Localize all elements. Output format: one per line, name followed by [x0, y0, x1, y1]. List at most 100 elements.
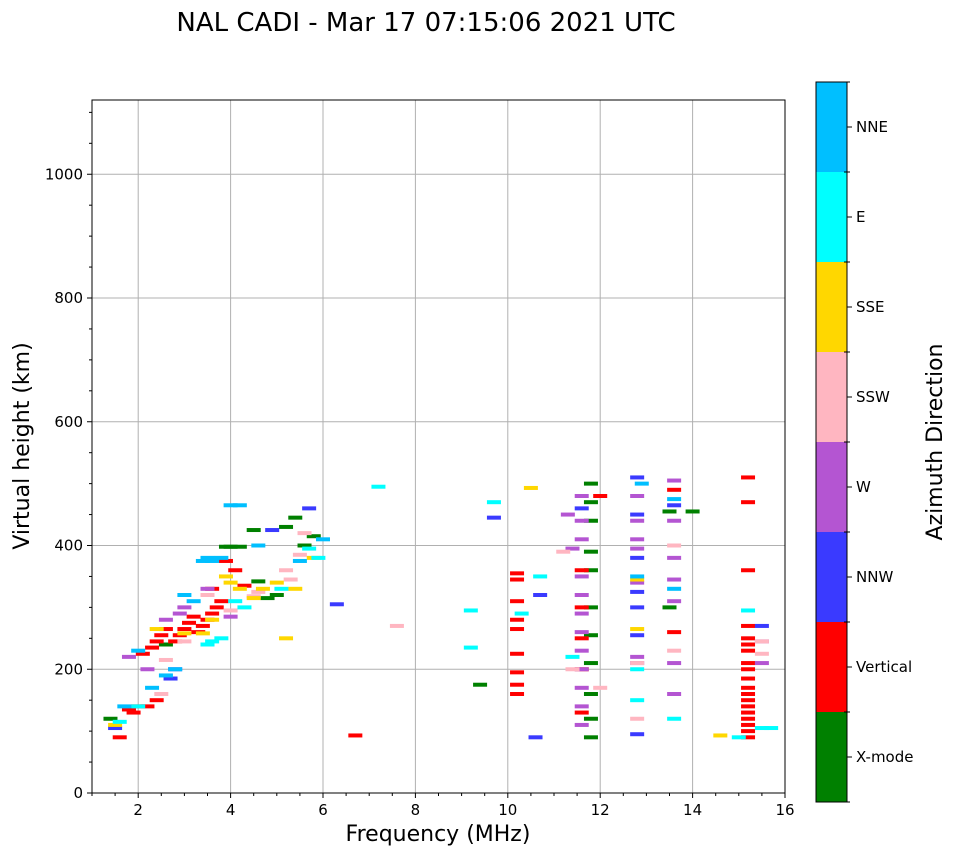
echo-w-mark — [574, 537, 589, 542]
echo-nne-mark — [177, 593, 192, 597]
echo-x-mode-mark — [297, 543, 312, 548]
echo-w-mark — [630, 580, 645, 585]
colorbar-label: W — [856, 478, 871, 496]
y-tick-label: 0 — [73, 784, 83, 802]
echo-e-mark — [630, 667, 645, 672]
echo-w-mark — [630, 518, 645, 523]
x-tick-label: 8 — [411, 801, 421, 819]
echo-vertical-mark — [741, 642, 756, 647]
echo-w-mark — [574, 494, 589, 498]
echo-sse-mark — [523, 485, 538, 490]
echo-w-mark — [667, 518, 682, 523]
echo-vertical-mark — [214, 599, 229, 604]
echo-x-mode-mark — [223, 544, 238, 549]
echo-w-mark — [667, 577, 682, 582]
echo-vertical-mark — [741, 661, 756, 666]
echo-vertical-mark — [168, 639, 183, 644]
echo-nne-mark — [223, 503, 238, 508]
x-tick-label: 10 — [498, 801, 517, 819]
echo-ssw-mark — [223, 608, 238, 613]
echo-x-mode-mark — [103, 716, 118, 721]
echo-e-mark — [486, 500, 501, 505]
echo-w-mark — [574, 574, 589, 579]
echo-w-mark — [177, 605, 192, 610]
echo-nne-mark — [634, 481, 649, 486]
colorbar-title: Azimuth Direction — [923, 343, 948, 540]
echo-w-mark — [574, 518, 589, 523]
echo-nne-mark — [667, 586, 682, 591]
echo-nnw-mark — [302, 506, 317, 511]
echo-nnw-mark — [630, 512, 645, 517]
echo-w-mark — [630, 546, 645, 551]
echo-nnw-mark — [667, 503, 682, 508]
echo-e-mark — [131, 704, 146, 709]
echo-x-mode-mark — [583, 500, 598, 505]
echo-ssw-mark — [667, 543, 682, 548]
echo-ssw-mark — [297, 531, 312, 536]
echo-e-mark — [200, 642, 215, 647]
echo-sse-mark — [205, 617, 220, 622]
colorbar-label: SSW — [856, 388, 890, 406]
echo-vertical-mark — [112, 735, 127, 740]
echo-vertical-mark — [741, 716, 756, 721]
echo-vertical-mark — [741, 704, 756, 709]
echo-nnw-mark — [528, 735, 543, 740]
echo-ssw-mark — [200, 593, 215, 597]
echo-nne-mark — [145, 685, 160, 690]
echo-vertical-mark — [510, 599, 525, 604]
echo-vertical-mark — [126, 710, 141, 715]
echo-sse-mark — [630, 577, 645, 582]
echo-ssw-mark — [158, 657, 173, 662]
echo-vertical-mark — [154, 633, 169, 638]
echo-ssw-mark — [593, 685, 608, 690]
echo-ssw-mark — [389, 623, 404, 628]
echo-vertical-mark — [741, 667, 756, 672]
echo-x-mode-mark — [279, 524, 294, 529]
echo-vertical-mark — [149, 698, 164, 703]
y-tick-label: 200 — [54, 660, 83, 678]
echo-ssw-mark — [177, 639, 192, 644]
echo-e-mark — [514, 611, 529, 616]
echo-x-mode-mark — [251, 579, 266, 584]
echo-vertical-mark — [741, 568, 756, 573]
echo-x-mode-mark — [269, 593, 284, 597]
echo-w-mark — [754, 661, 769, 666]
echo-nne-mark — [630, 574, 645, 579]
echo-vertical-mark — [741, 623, 756, 628]
colorbar-label: E — [856, 208, 865, 226]
colorbar-label: X-mode — [856, 748, 913, 766]
echo-nne-mark — [205, 558, 220, 563]
echo-sse-mark — [246, 596, 261, 601]
echo-vertical-mark — [574, 605, 589, 610]
echo-vertical-mark — [741, 735, 756, 740]
echo-vertical-mark — [510, 651, 525, 656]
echo-w-mark — [574, 685, 589, 690]
echo-ssw-mark — [556, 549, 571, 554]
echo-ssw-mark — [667, 648, 682, 653]
echo-x-mode-mark — [288, 515, 303, 520]
echo-x-mode-mark — [662, 509, 677, 514]
echo-sse-mark — [223, 580, 238, 585]
echo-vertical-mark — [741, 692, 756, 696]
echo-w-mark — [667, 661, 682, 666]
echo-x-mode-mark — [685, 509, 700, 514]
echo-w-mark — [158, 617, 173, 622]
x-tick-label: 6 — [318, 801, 328, 819]
y-tick-label: 600 — [54, 413, 83, 431]
echo-vertical-mark — [574, 710, 589, 715]
echo-e-mark — [237, 605, 252, 610]
echo-vertical-mark — [218, 558, 233, 563]
echo-sse-mark — [269, 580, 284, 585]
echo-vertical-mark — [741, 636, 756, 641]
echo-w-mark — [630, 537, 645, 542]
echo-vertical-mark — [177, 627, 192, 632]
echo-sse-mark — [288, 586, 303, 591]
colorbar-label: Vertical — [856, 658, 912, 676]
echo-sse-mark — [177, 631, 192, 636]
echo-sse-mark — [108, 722, 123, 727]
echo-w-mark — [667, 599, 682, 604]
echo-vertical-mark — [510, 682, 525, 687]
x-tick-label: 16 — [775, 801, 794, 819]
echo-w-mark — [574, 648, 589, 653]
